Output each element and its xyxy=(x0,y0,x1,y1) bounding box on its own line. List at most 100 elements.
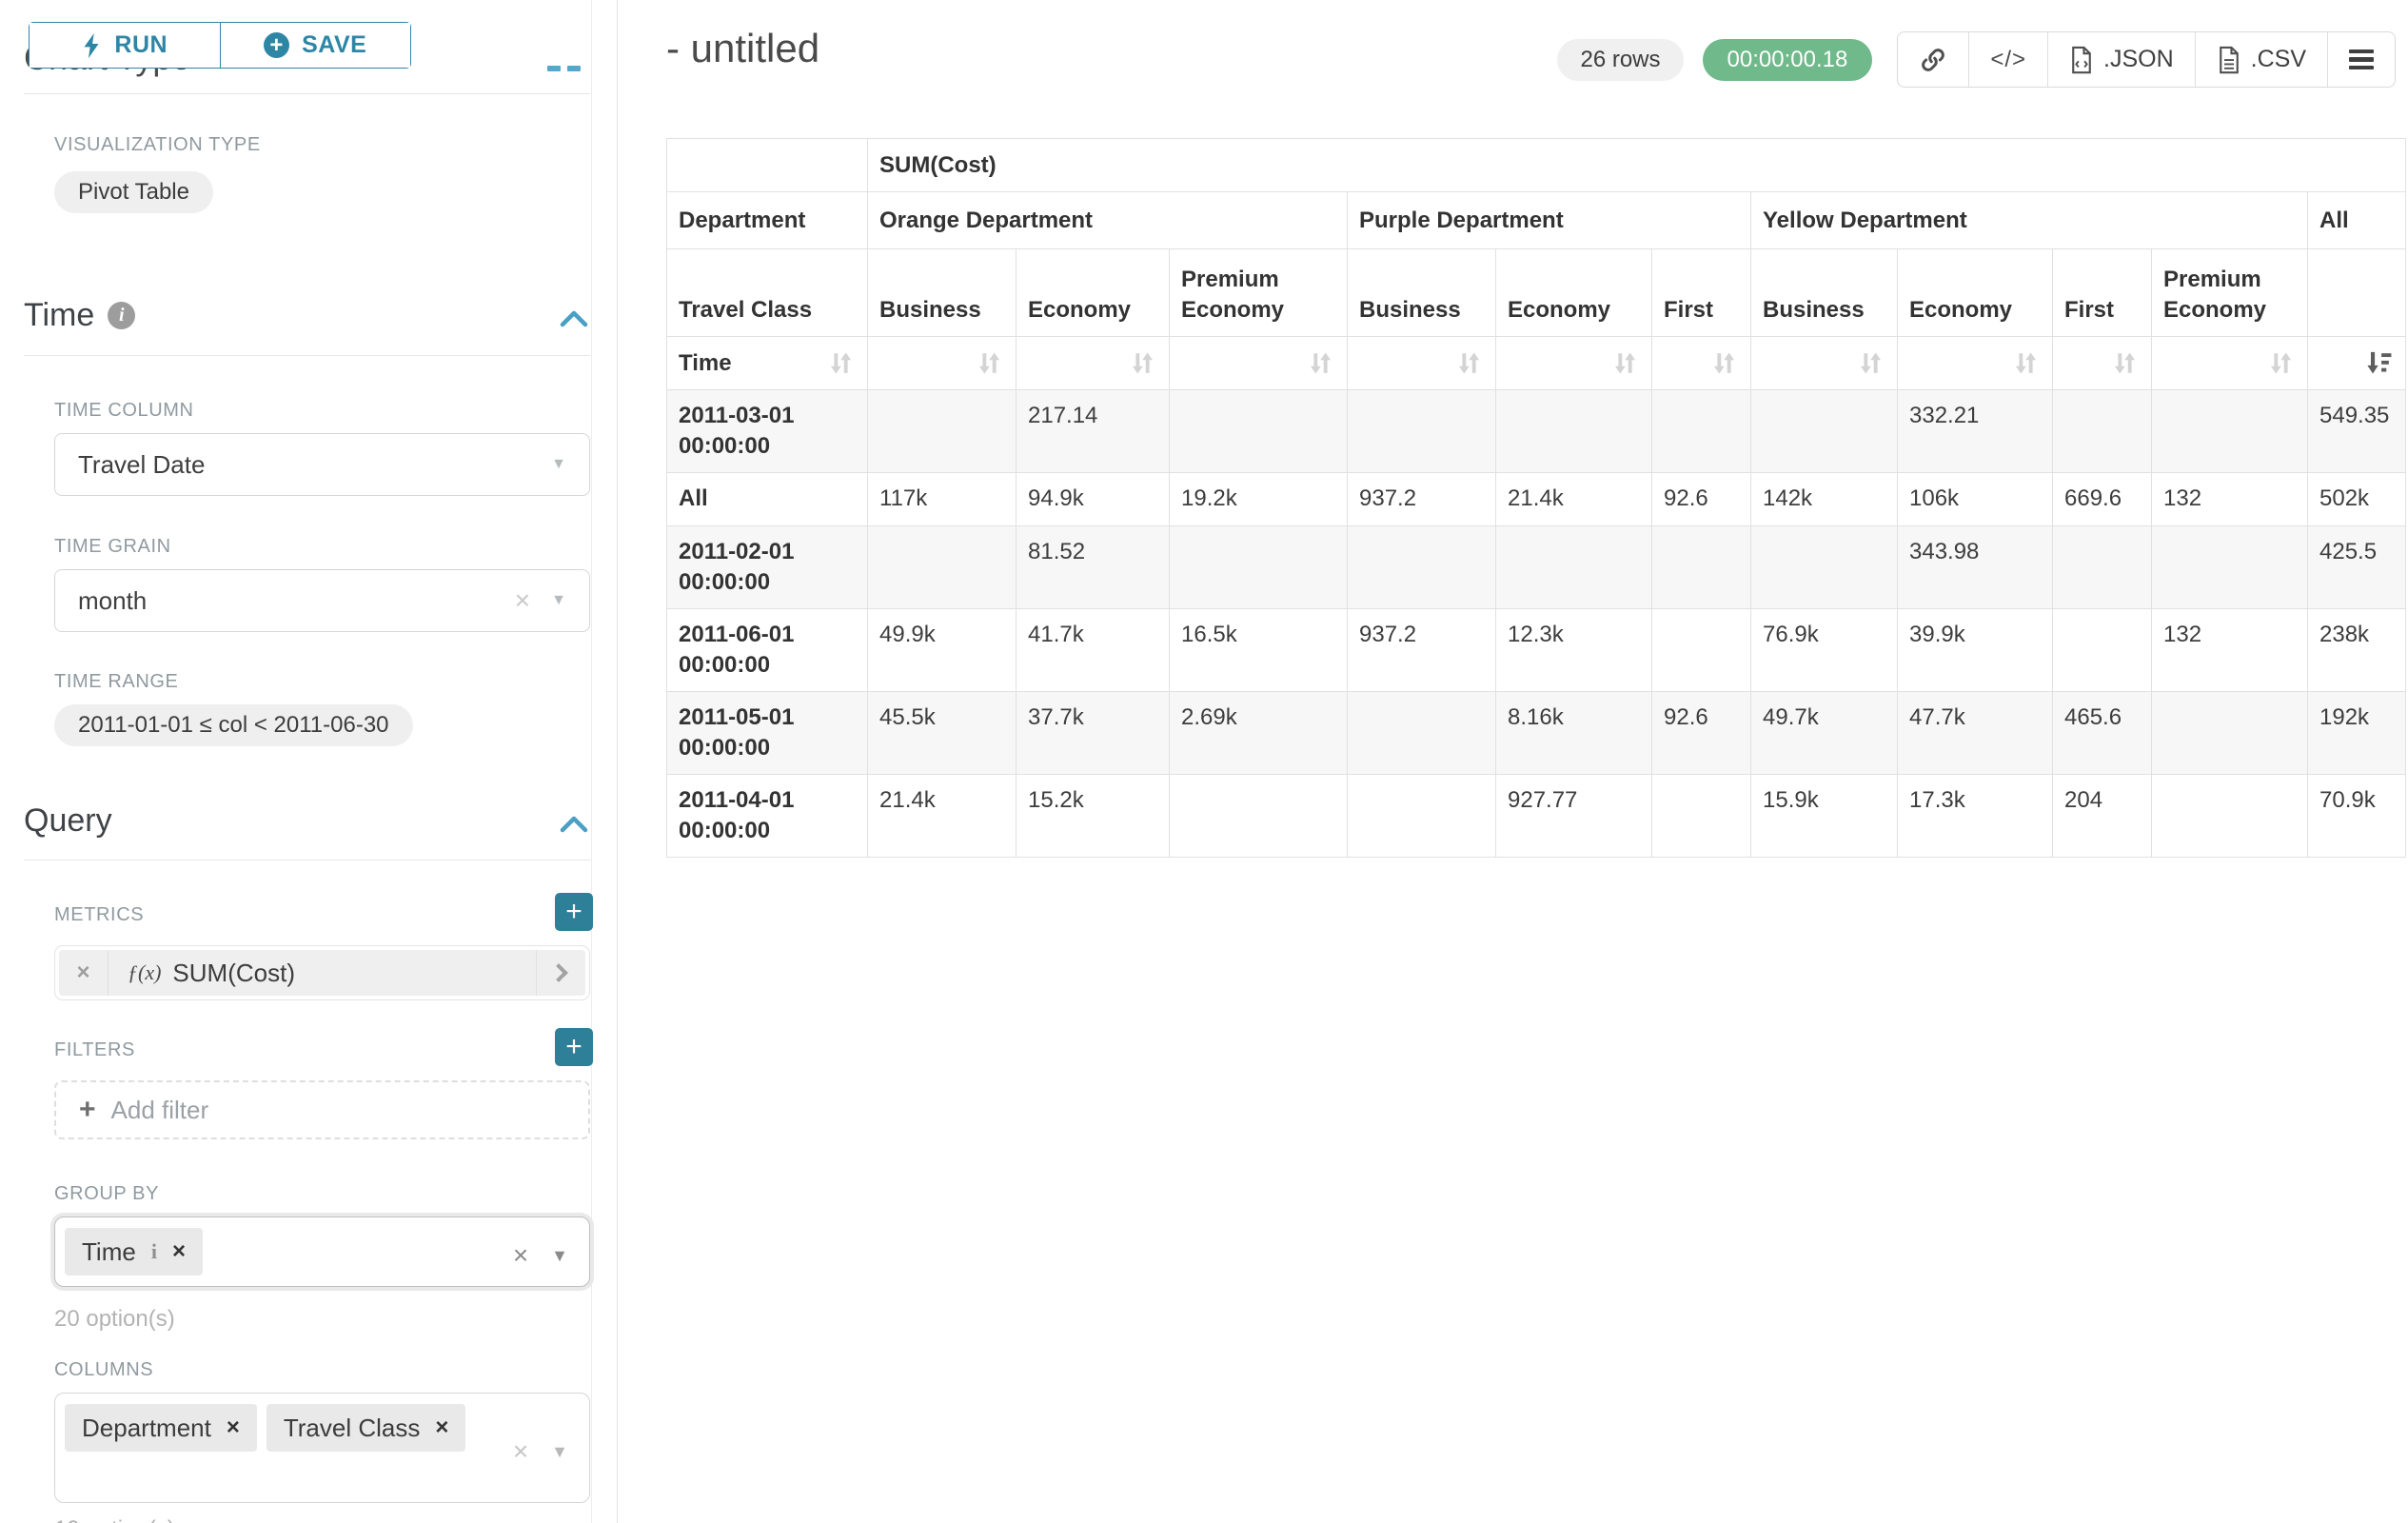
column-leaf-header: Business xyxy=(867,248,1016,337)
query-section-title: Query xyxy=(24,802,112,839)
info-icon[interactable]: i xyxy=(108,302,136,329)
divider xyxy=(24,93,590,94)
columns-chip[interactable]: Travel Class × xyxy=(266,1404,466,1452)
column-leaf-header: Business xyxy=(1750,248,1898,337)
pivot-corner-cell xyxy=(666,138,868,192)
control-panel-sidebar: Chart Type RUN + SAVE VISUALIZATION TYPE… xyxy=(0,0,618,1523)
value-cell xyxy=(1347,774,1496,858)
column-group-header: All xyxy=(2307,191,2406,249)
table-row: 2011-04-01 00:00:00 21.4k 15.2k 927.77 15.9k… xyxy=(666,774,2406,858)
value-cell: 45.5k xyxy=(867,691,1016,775)
remove-chip-icon[interactable]: × xyxy=(435,1414,449,1440)
table-row: 2011-02-01 00:00:00 81.52 343.98 425.5 xyxy=(666,525,2406,609)
columns-field[interactable]: Department × Travel Class × × ▼ xyxy=(54,1393,590,1503)
add-filter-plus-button[interactable]: + xyxy=(555,1028,593,1066)
chart-title[interactable]: - untitled xyxy=(666,26,820,70)
value-cell: 669.6 xyxy=(2052,472,2152,526)
value-cell: 204 xyxy=(2052,774,2152,858)
row-label-cell: 2011-05-01 00:00:00 xyxy=(666,691,868,775)
columns-chip[interactable]: Department × xyxy=(65,1404,257,1452)
sort-icon[interactable] xyxy=(2064,348,2140,378)
chart-header-actions: 26 rows 00:00:00.18 </> .JSON .CSV xyxy=(1557,31,2396,88)
clipped-icon xyxy=(547,66,561,71)
table-row: 2011-03-01 00:00:00 217.14 332.21 549.35 xyxy=(666,389,2406,473)
time-grain-select[interactable]: month × ▼ xyxy=(54,569,590,632)
value-cell: 49.7k xyxy=(1750,691,1898,775)
row-dimension-header: Travel Class xyxy=(666,248,868,337)
plus-circle-icon: + xyxy=(264,32,290,58)
value-cell xyxy=(1347,389,1496,473)
columns-label: COLUMNS xyxy=(54,1359,154,1380)
sort-icon[interactable] xyxy=(826,348,856,378)
value-cell xyxy=(2052,389,2152,473)
value-cell: 15.2k xyxy=(1016,774,1170,858)
add-filter-button[interactable]: + Add filter xyxy=(54,1080,590,1139)
sort-icon[interactable] xyxy=(1664,348,1739,378)
expand-metric-icon[interactable] xyxy=(536,950,585,996)
export-csv-button[interactable]: .CSV xyxy=(2194,32,2327,87)
export-json-button[interactable]: .JSON xyxy=(2047,32,2195,87)
sidebar-scroll-track[interactable] xyxy=(591,0,592,1523)
value-cell: 47.7k xyxy=(1897,691,2053,775)
column-leaf-header: First xyxy=(2052,248,2152,337)
sort-icon[interactable] xyxy=(1508,348,1640,378)
value-cell: 94.9k xyxy=(1016,472,1170,526)
run-save-button-group: RUN + SAVE xyxy=(29,22,411,69)
column-leaf-header xyxy=(2307,248,2406,337)
remove-chip-icon[interactable]: × xyxy=(171,1238,186,1264)
add-metric-button[interactable]: + xyxy=(555,893,593,931)
pivot-table: SUM(Cost) Department Orange Department Purp… xyxy=(666,138,2406,858)
value-cell: 81.52 xyxy=(1016,525,1170,609)
clear-all-icon[interactable]: × xyxy=(512,1240,529,1270)
value-cell: 192k xyxy=(2307,691,2406,775)
export-json-label: .JSON xyxy=(2103,46,2174,72)
visualization-type-chip[interactable]: Pivot Table xyxy=(54,171,213,213)
value-cell: 8.16k xyxy=(1495,691,1652,775)
sort-icon[interactable] xyxy=(1763,348,1885,378)
value-cell: 17.3k xyxy=(1897,774,2053,858)
function-icon: ƒ(x) xyxy=(128,960,162,984)
sort-icon[interactable] xyxy=(1028,348,1157,378)
share-link-button[interactable] xyxy=(1898,32,1968,87)
clear-all-icon[interactable]: × xyxy=(512,1436,529,1466)
sort-icon[interactable] xyxy=(1181,348,1335,378)
chevron-down-icon[interactable]: ▼ xyxy=(551,1441,568,1461)
time-column-select[interactable]: Travel Date ▼ xyxy=(54,433,590,496)
value-cell xyxy=(1169,389,1348,473)
group-by-chip[interactable]: Time i × xyxy=(65,1228,203,1276)
group-by-field[interactable]: Time i × × ▼ xyxy=(54,1216,590,1287)
embed-code-button[interactable]: </> xyxy=(1968,32,2047,87)
table-row: All 117k 94.9k 19.2k 937.2 21.4k 92.6 142k 106k 6… xyxy=(666,472,2406,526)
plus-icon: + xyxy=(79,1094,96,1125)
remove-metric-icon[interactable]: × xyxy=(59,950,109,996)
value-cell: 937.2 xyxy=(1347,608,1496,692)
collapse-query-section-icon[interactable] xyxy=(558,812,590,837)
clear-icon[interactable]: × xyxy=(514,585,531,615)
time-range-chip[interactable]: 2011-01-01 ≤ col < 2011-06-30 xyxy=(54,704,413,746)
value-cell: 927.77 xyxy=(1495,774,1652,858)
run-button[interactable]: RUN xyxy=(30,23,220,68)
menu-button[interactable] xyxy=(2327,32,2395,87)
embed-code-icon: </> xyxy=(1990,46,2027,72)
column-info-icon[interactable]: i xyxy=(150,1239,157,1263)
sort-icon[interactable] xyxy=(1909,348,2041,378)
sort-icon[interactable] xyxy=(2163,348,2296,378)
save-button[interactable]: + SAVE xyxy=(219,23,410,68)
column-leaf-header: Economy xyxy=(1897,248,2053,337)
time-section-header: Time i xyxy=(24,297,136,334)
group-by-options-hint: 20 option(s) xyxy=(54,1306,175,1332)
remove-chip-icon[interactable]: × xyxy=(226,1414,240,1440)
time-row-header: Time xyxy=(666,336,868,390)
sort-icon[interactable] xyxy=(879,348,1004,378)
metric-chip[interactable]: × ƒ(x) SUM(Cost) xyxy=(59,950,585,996)
sort-descending-icon[interactable] xyxy=(2319,348,2394,378)
column-leaf-header: Premium Economy xyxy=(2151,248,2308,337)
menu-icon xyxy=(2349,49,2374,70)
time-grain-label: TIME GRAIN xyxy=(54,536,171,557)
sort-icon[interactable] xyxy=(1359,348,1484,378)
row-label-cell: 2011-06-01 00:00:00 xyxy=(666,608,868,692)
collapse-time-section-icon[interactable] xyxy=(558,307,590,331)
add-filter-placeholder: Add filter xyxy=(110,1095,209,1124)
export-csv-label: .CSV xyxy=(2250,46,2306,72)
chevron-down-icon[interactable]: ▼ xyxy=(551,1245,568,1265)
